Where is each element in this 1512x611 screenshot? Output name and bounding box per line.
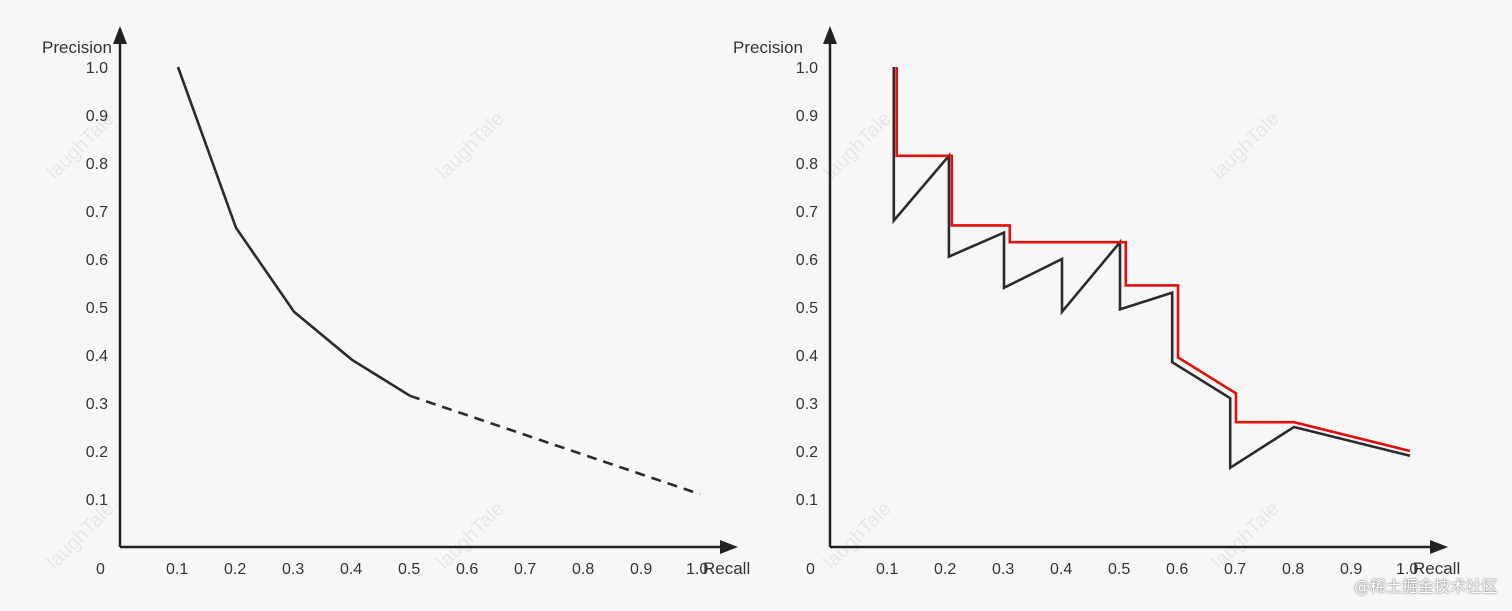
- site-credit: @稀土掘金技术社区: [1353, 577, 1498, 596]
- y-tick-label: 0.7: [86, 204, 108, 221]
- watermark-text: laughTale: [43, 498, 119, 574]
- interpolated-pr-line: [895, 67, 1411, 453]
- y-tick-label: 0.6: [86, 252, 108, 269]
- y-tick-label: 0.1: [796, 492, 818, 509]
- x-tick-label: 0.6: [1166, 561, 1188, 578]
- dashed-extrapolation-line: [409, 394, 701, 496]
- x-axis-title: Recall: [1413, 559, 1460, 578]
- y-tick-label: 0.5: [86, 300, 108, 317]
- chart-panel-raw-pr-curve: Precision Recall 0 0.1 0.2 0.3 0.4 0.5 0.6 0.7 0.8…: [42, 26, 750, 578]
- x-tick-label: 0.8: [572, 561, 594, 578]
- y-tick-label: 1.0: [796, 60, 818, 77]
- y-axis-arrowhead: [113, 26, 127, 44]
- x-tick-label: 0.1: [876, 561, 898, 578]
- y-tick-label: 0.1: [86, 492, 108, 509]
- x-tick-label: 0.7: [514, 561, 536, 578]
- x-tick-label: 0.6: [456, 561, 478, 578]
- y-tick-label: 0.2: [796, 444, 818, 461]
- x-tick-label: 0.9: [1340, 561, 1362, 578]
- y-tick-label: 0.3: [796, 396, 818, 413]
- x-tick-label: 0.8: [1282, 561, 1304, 578]
- x-tick-label: 0.2: [224, 561, 246, 578]
- y-axis-title: Precision: [733, 38, 803, 57]
- pr-curve-line: [892, 67, 1411, 471]
- x-tick-label: 0.2: [934, 561, 956, 578]
- origin-label: 0: [806, 561, 815, 578]
- y-tick-label: 0.2: [86, 444, 108, 461]
- y-axis-title: Precision: [42, 38, 112, 57]
- x-axis-arrowhead: [720, 540, 738, 554]
- y-tick-label: 0.6: [796, 252, 818, 269]
- y-tick-label: 0.4: [796, 348, 818, 365]
- y-tick-label: 1.0: [86, 60, 108, 77]
- y-tick-label: 0.4: [86, 348, 108, 365]
- y-tick-label: 0.8: [796, 156, 818, 173]
- x-tick-label: 0.4: [340, 561, 362, 578]
- x-tick-label: 0.9: [630, 561, 652, 578]
- x-tick-label: 0.1: [166, 561, 188, 578]
- x-tick-label: 1.0: [1396, 561, 1418, 578]
- y-tick-label: 0.7: [796, 204, 818, 221]
- x-tick-label: 0.7: [1224, 561, 1246, 578]
- x-tick-label: 0.5: [1108, 561, 1130, 578]
- x-axis-arrowhead: [1430, 540, 1448, 554]
- x-tick-label: 0.5: [398, 561, 420, 578]
- y-tick-label: 0.3: [86, 396, 108, 413]
- y-tick-label: 0.9: [796, 108, 818, 125]
- x-tick-label: 0.3: [992, 561, 1014, 578]
- pr-curve-line: [176, 66, 411, 397]
- x-tick-label: 0.4: [1050, 561, 1072, 578]
- x-tick-label: 1.0: [686, 561, 708, 578]
- y-axis-arrowhead: [823, 26, 837, 44]
- watermark-text: laughTale: [1208, 108, 1284, 184]
- y-tick-label: 0.5: [796, 300, 818, 317]
- y-tick-label: 0.8: [86, 156, 108, 173]
- origin-label: 0: [96, 561, 105, 578]
- x-axis-title: Recall: [703, 559, 750, 578]
- x-tick-label: 0.3: [282, 561, 304, 578]
- y-tick-label: 0.9: [86, 108, 108, 125]
- watermark-text: laughTale: [433, 108, 509, 184]
- chart-panel-interpolated-pr-curve: Precision Recall 0 0.1 0.2 0.3 0.4 0.5 0.6 0.7 0.8…: [733, 26, 1460, 578]
